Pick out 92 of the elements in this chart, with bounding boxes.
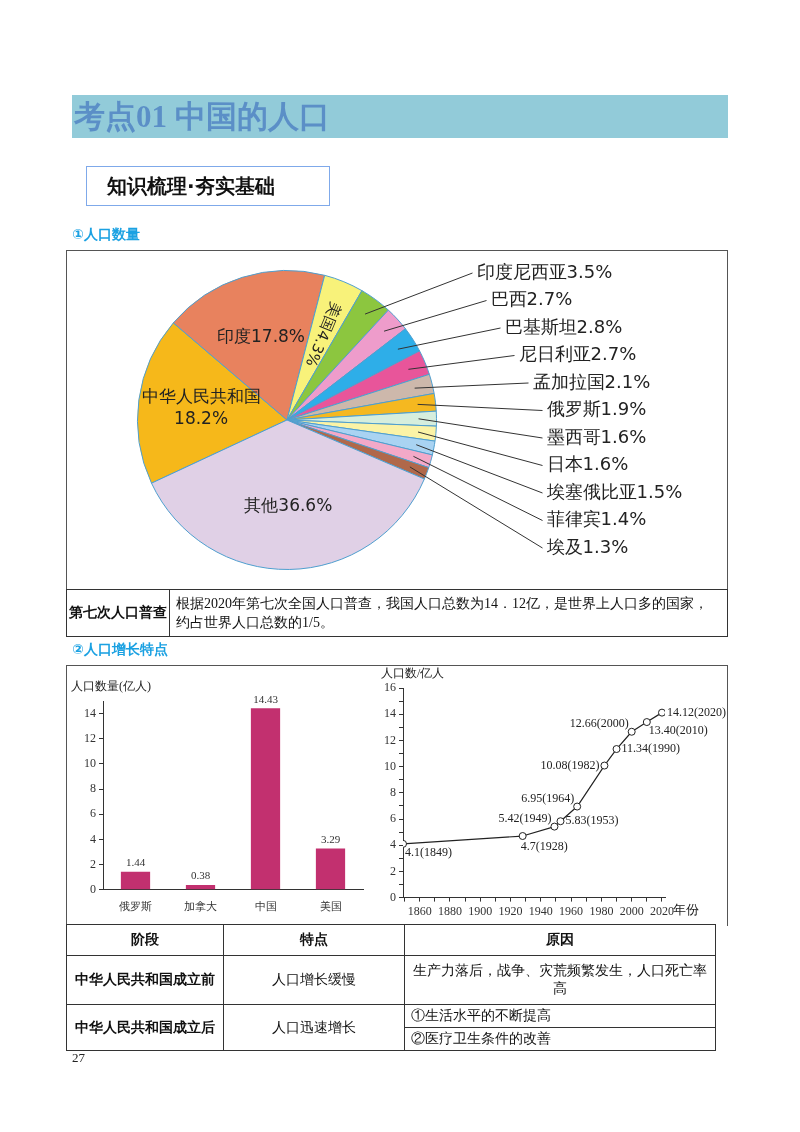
point [556, 817, 565, 826]
x-tick-label: 中国 [254, 900, 277, 914]
text: 原因 [404, 924, 716, 956]
x-tick-label: 1960 [559, 903, 584, 918]
chart-title: ①人口数量 [72, 226, 140, 244]
text: ①生活水平的不断提高 [404, 1004, 716, 1028]
data-label: 4.1(1849) [405, 845, 452, 860]
x-axis-title: 年份 [673, 902, 699, 918]
y-tick-label: 6 [390, 811, 396, 826]
data-label: 14.43 [253, 692, 279, 705]
y-tick-label: 10 [84, 756, 96, 771]
point [612, 745, 621, 754]
slice-label: 埃及1.3% [545, 535, 629, 557]
x-tick-label: 1860 [407, 903, 432, 918]
data-label: 6.95(1964) [521, 790, 575, 805]
text: 27 [72, 1050, 85, 1066]
bar [315, 848, 346, 890]
text: 阶段 [66, 924, 224, 956]
y-tick-label: 10 [384, 758, 396, 773]
x-tick-label: 1920 [498, 903, 523, 918]
data-label: 18.2% [174, 407, 229, 428]
text: 人口增长缓慢 [223, 955, 405, 1005]
x-tick-label: 2000 [619, 903, 644, 918]
point [573, 802, 582, 811]
data-label: 5.83(1953) [565, 813, 619, 828]
slice-label: 埃塞俄比亚1.5% [545, 480, 683, 502]
x-tick-label: 1940 [528, 903, 553, 918]
slice-label: 印度17.8% [217, 325, 306, 346]
y-tick-label: 4 [90, 831, 96, 846]
chart-title: ②人口增长特点 [72, 641, 168, 659]
bar [185, 885, 216, 890]
data-label: 12.66(2000) [569, 715, 629, 730]
y-tick-label: 12 [384, 732, 396, 747]
point [600, 761, 609, 770]
slice-label: 日本1.6% [546, 453, 629, 475]
y-tick-label: 14 [384, 706, 396, 721]
y-tick-label: 4 [390, 837, 396, 852]
data-label: 5.42(1949) [498, 810, 552, 825]
slice-label: 俄罗斯1.9% [546, 398, 647, 420]
slice-label: 孟加拉国2.1% [532, 370, 651, 392]
point [518, 832, 527, 841]
slice-label: 巴西2.7% [490, 288, 573, 310]
data-label: 11.34(1990) [621, 741, 681, 756]
bar [250, 708, 281, 890]
slice-label: 中华人民共和国 [141, 385, 261, 406]
bar [120, 871, 151, 890]
slice-label: 尼日利亚2.7% [518, 343, 637, 365]
y-tick-label: 12 [84, 730, 96, 745]
y-axis-title: 人口数量(亿人) [71, 679, 151, 694]
text: 知识梳理·夯实基础 [86, 166, 330, 206]
data-label: 0.38 [190, 869, 211, 882]
y-tick-label: 8 [390, 784, 396, 799]
point [550, 822, 559, 831]
data-label: 3.29 [320, 832, 341, 845]
y-tick-label: 0 [90, 881, 96, 896]
text: ②医疗卫生条件的改善 [404, 1027, 716, 1051]
x-tick-label: 1980 [589, 903, 614, 918]
x-tick-label: 1880 [437, 903, 462, 918]
x-tick-label: 俄罗斯 [119, 900, 152, 914]
text: 根据2020年第七次全国人口普查，我国人口总数为14．12亿，是世界上人口多的国家，约占世界人口总数的1/5。 [169, 589, 728, 637]
data-label: 13.40(2010) [648, 723, 708, 738]
y-tick-label: 16 [384, 680, 396, 695]
text: 特点 [223, 924, 405, 956]
text: 第七次人口普查 [66, 589, 170, 637]
y-tick-label: 6 [90, 806, 96, 821]
y-tick-label: 2 [390, 863, 396, 878]
y-tick-label: 2 [90, 856, 96, 871]
y-tick-label: 0 [390, 889, 396, 904]
point [642, 718, 651, 727]
slice-label: 菲律宾1.4% [546, 508, 647, 530]
slice-label: 印度尼西亚3.5% [476, 260, 613, 282]
text: 考点01 中国的人口 [72, 95, 728, 138]
point [627, 727, 636, 736]
slice-label: 其他36.6% [244, 495, 333, 516]
x-tick-label: 1900 [468, 903, 493, 918]
data-label: 4.7(1928) [520, 839, 568, 854]
x-tick-label: 美国 [319, 900, 342, 914]
data-label: 14.12(2020) [666, 704, 726, 719]
slice-label: 墨西哥1.6% [546, 425, 647, 447]
data-label: 10.08(1982) [540, 757, 600, 772]
text: 中华人民共和国成立后 [66, 1004, 224, 1051]
x-tick-label: 2020 [649, 903, 674, 918]
text: 人口迅速增长 [223, 1004, 405, 1051]
text: 生产力落后，战争、灾荒频繁发生，人口死亡率高 [404, 955, 716, 1005]
data-label: 1.44 [125, 856, 146, 869]
y-tick-label: 14 [84, 705, 96, 720]
text: 中华人民共和国成立前 [66, 955, 224, 1005]
point [657, 708, 665, 717]
y-axis-title: 人口数/亿人 [381, 666, 445, 681]
slice-label: 巴基斯坦2.8% [504, 315, 623, 337]
y-tick-label: 8 [90, 781, 96, 796]
x-tick-label: 加拿大 [184, 900, 217, 914]
